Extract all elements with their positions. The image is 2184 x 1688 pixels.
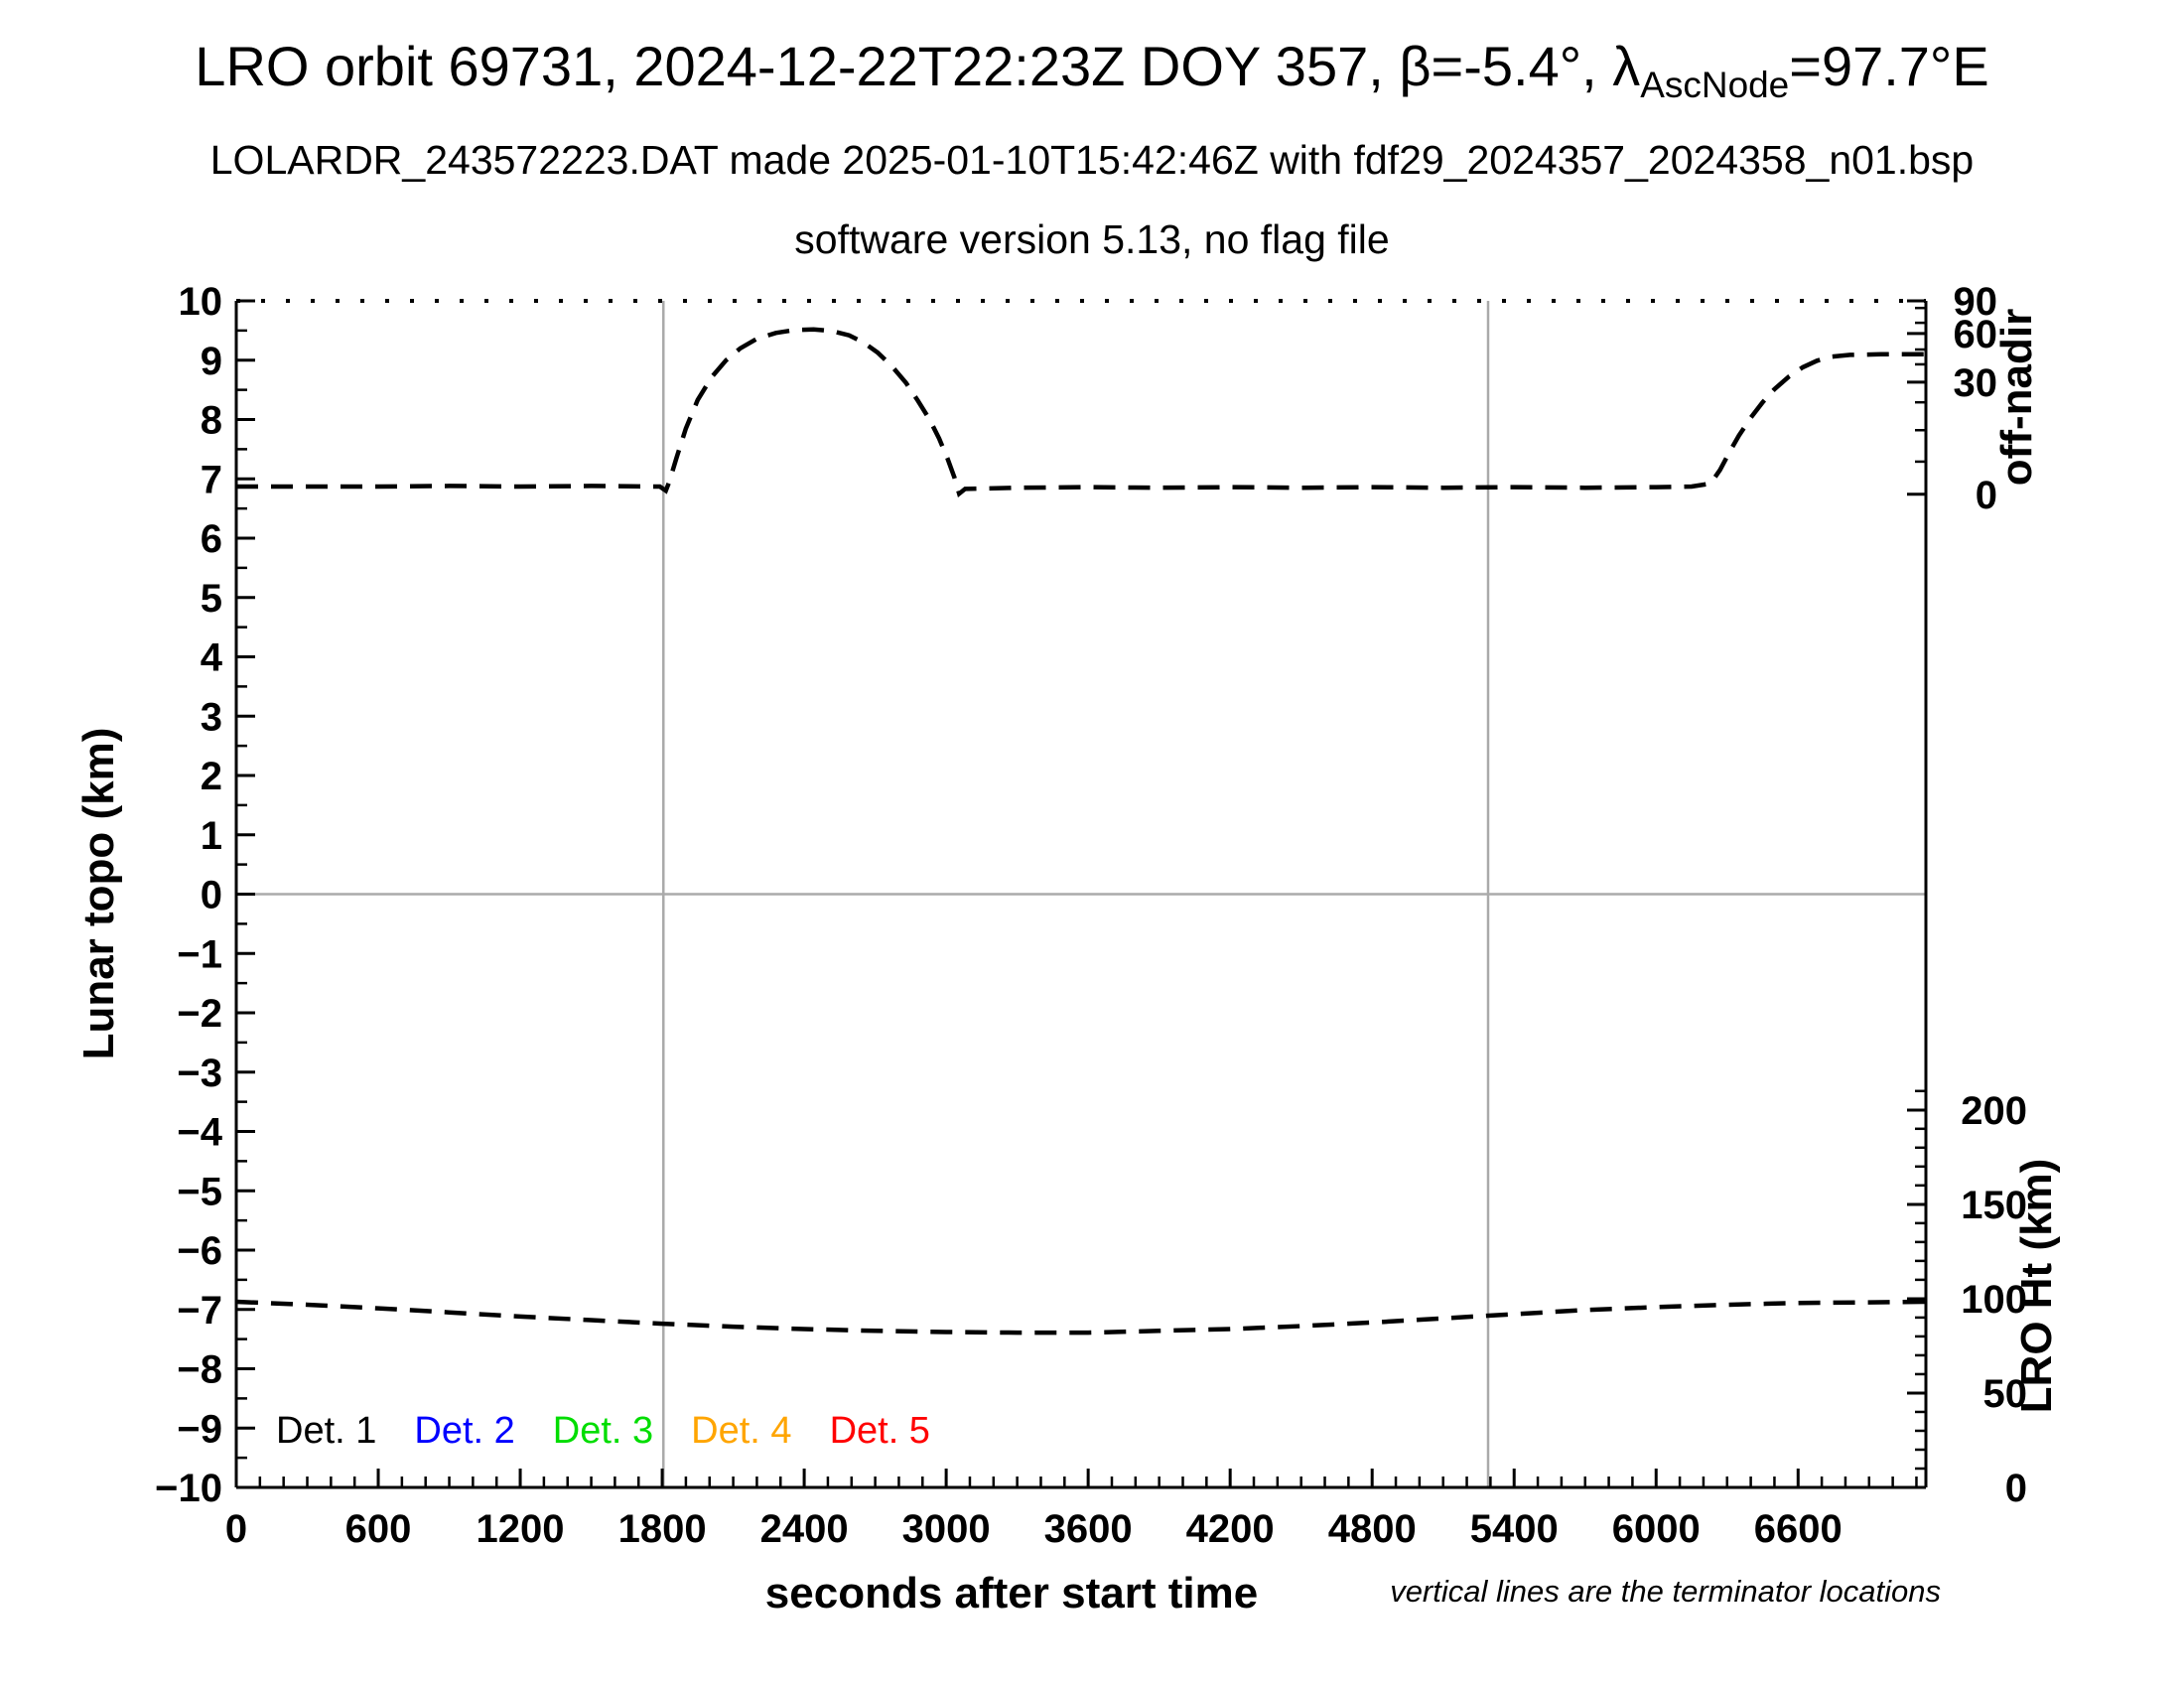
- off-nadir-tick-label: 0: [1976, 474, 1997, 517]
- y-tick-label: 6: [201, 517, 222, 561]
- x-tick-label: 4200: [1186, 1507, 1275, 1551]
- title-subscript: AscNode: [1640, 65, 1790, 106]
- y-tick-label: 4: [201, 636, 223, 680]
- off-nadir-tick-label: 60: [1954, 313, 1998, 356]
- gridlines-group: [236, 301, 1926, 1487]
- subtitle-software-version: software version 5.13, no flag file: [794, 216, 1390, 262]
- x-tick-label: 600: [345, 1507, 412, 1551]
- x-tick-label: 6600: [1754, 1507, 1843, 1551]
- left-axis-title: Lunar topo (km): [74, 727, 123, 1060]
- y-tick-label: −4: [177, 1111, 222, 1155]
- right-top-axis-title: off-nadir: [1992, 308, 2041, 487]
- terminator-footnote: vertical lines are the terminator locati…: [1390, 1574, 1941, 1609]
- lro-ht-tick-label: 150: [1961, 1184, 2027, 1227]
- legend-det-5: Det. 5: [829, 1410, 930, 1452]
- legend-det-4: Det. 4: [691, 1410, 792, 1452]
- y-tick-label: 10: [179, 280, 223, 324]
- y-tick-label: 5: [201, 577, 222, 621]
- x-tick-label: 1800: [618, 1507, 707, 1551]
- x-axis-title-text: seconds after start time: [764, 1569, 1259, 1618]
- curves-group: [235, 327, 1927, 1336]
- subtitle-file-info: LOLARDR_243572223.DAT made 2025-01-10T15…: [209, 137, 1975, 183]
- y-tick-label: −5: [177, 1170, 222, 1213]
- y-tick-label: −3: [177, 1052, 222, 1095]
- title-tail: =97.7°E: [1789, 35, 1989, 97]
- y-tick-label: 7: [201, 458, 222, 501]
- y-tick-label: 9: [201, 340, 222, 383]
- y-tick-label: 3: [201, 695, 222, 739]
- legend-det-3: Det. 3: [552, 1410, 654, 1452]
- y-tick-label: −10: [155, 1467, 222, 1510]
- page-title: LRO orbit 69731, 2024-12-22T22:23Z DOY 3…: [0, 34, 2184, 106]
- x-tick-label: 4800: [1328, 1507, 1417, 1551]
- off-nadir-curve: [236, 327, 1926, 498]
- x-tick-label: 2400: [760, 1507, 849, 1551]
- lro-height-curve: [235, 1299, 1927, 1336]
- x-tick-label: 1200: [477, 1507, 565, 1551]
- lro-ht-tick-label: 50: [1983, 1372, 2028, 1416]
- off-nadir-tick-label: 90: [1954, 280, 1998, 324]
- y-tick-label: −8: [177, 1348, 222, 1392]
- y-tick-label: 2: [201, 755, 222, 798]
- off-nadir-tick-label: 30: [1954, 361, 1998, 405]
- y-tick-label: 1: [201, 814, 222, 858]
- x-tick-label: 5400: [1470, 1507, 1559, 1551]
- y-tick-label: 8: [201, 399, 222, 443]
- lro-ht-tick-label: 0: [2005, 1467, 2027, 1510]
- y-tick-label: −2: [177, 992, 222, 1036]
- x-axis-title: seconds after start time: [0, 1569, 2162, 1618]
- lro-ht-tick-label: 100: [1961, 1278, 2027, 1322]
- y-tick-label: −7: [177, 1289, 222, 1333]
- right-bottom-axis-title: LRO Ht (km): [2012, 1158, 2061, 1414]
- x-tick-label: 3600: [1044, 1507, 1133, 1551]
- x-tick-label: 0: [225, 1507, 247, 1551]
- y-tick-label: −9: [177, 1407, 222, 1451]
- title-main: LRO orbit 69731, 2024-12-22T22:23Z DOY 3…: [195, 35, 1641, 97]
- y-tick-label: 0: [201, 874, 222, 917]
- detector-legend: Det. 1 Det. 2 Det. 3 Det. 4 Det. 5: [276, 1410, 930, 1453]
- x-tick-label: 3000: [902, 1507, 991, 1551]
- y-tick-label: −6: [177, 1229, 222, 1273]
- legend-det-1: Det. 1: [276, 1410, 377, 1452]
- y-tick-label: −1: [177, 932, 222, 976]
- ticks-group: [234, 299, 1926, 1489]
- x-tick-label: 6000: [1612, 1507, 1701, 1551]
- lro-ht-tick-label: 200: [1961, 1089, 2027, 1133]
- legend-det-2: Det. 2: [414, 1410, 515, 1452]
